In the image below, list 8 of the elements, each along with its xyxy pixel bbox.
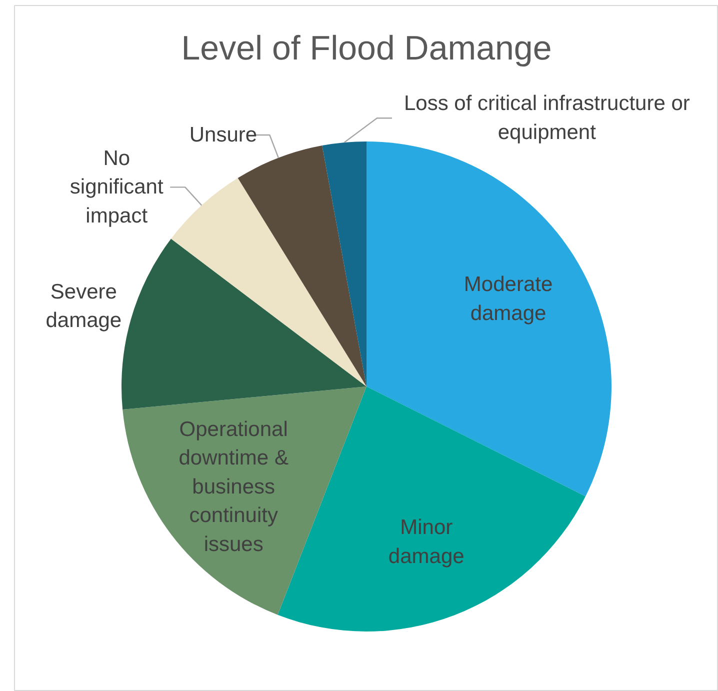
slice-label: Minor damage xyxy=(388,516,464,568)
chart-title: Level of Flood Damange xyxy=(181,30,552,68)
slice-label: Loss of critical infrastructure or equipment xyxy=(404,92,690,144)
slice-label: Unsure xyxy=(189,124,258,146)
slice-label: No significant impact xyxy=(70,146,164,228)
slice-label: Moderate damage xyxy=(464,273,553,325)
slice-label: Severe damage xyxy=(46,280,122,332)
slice-label: Operational downtime & business continuity issues xyxy=(178,418,288,556)
